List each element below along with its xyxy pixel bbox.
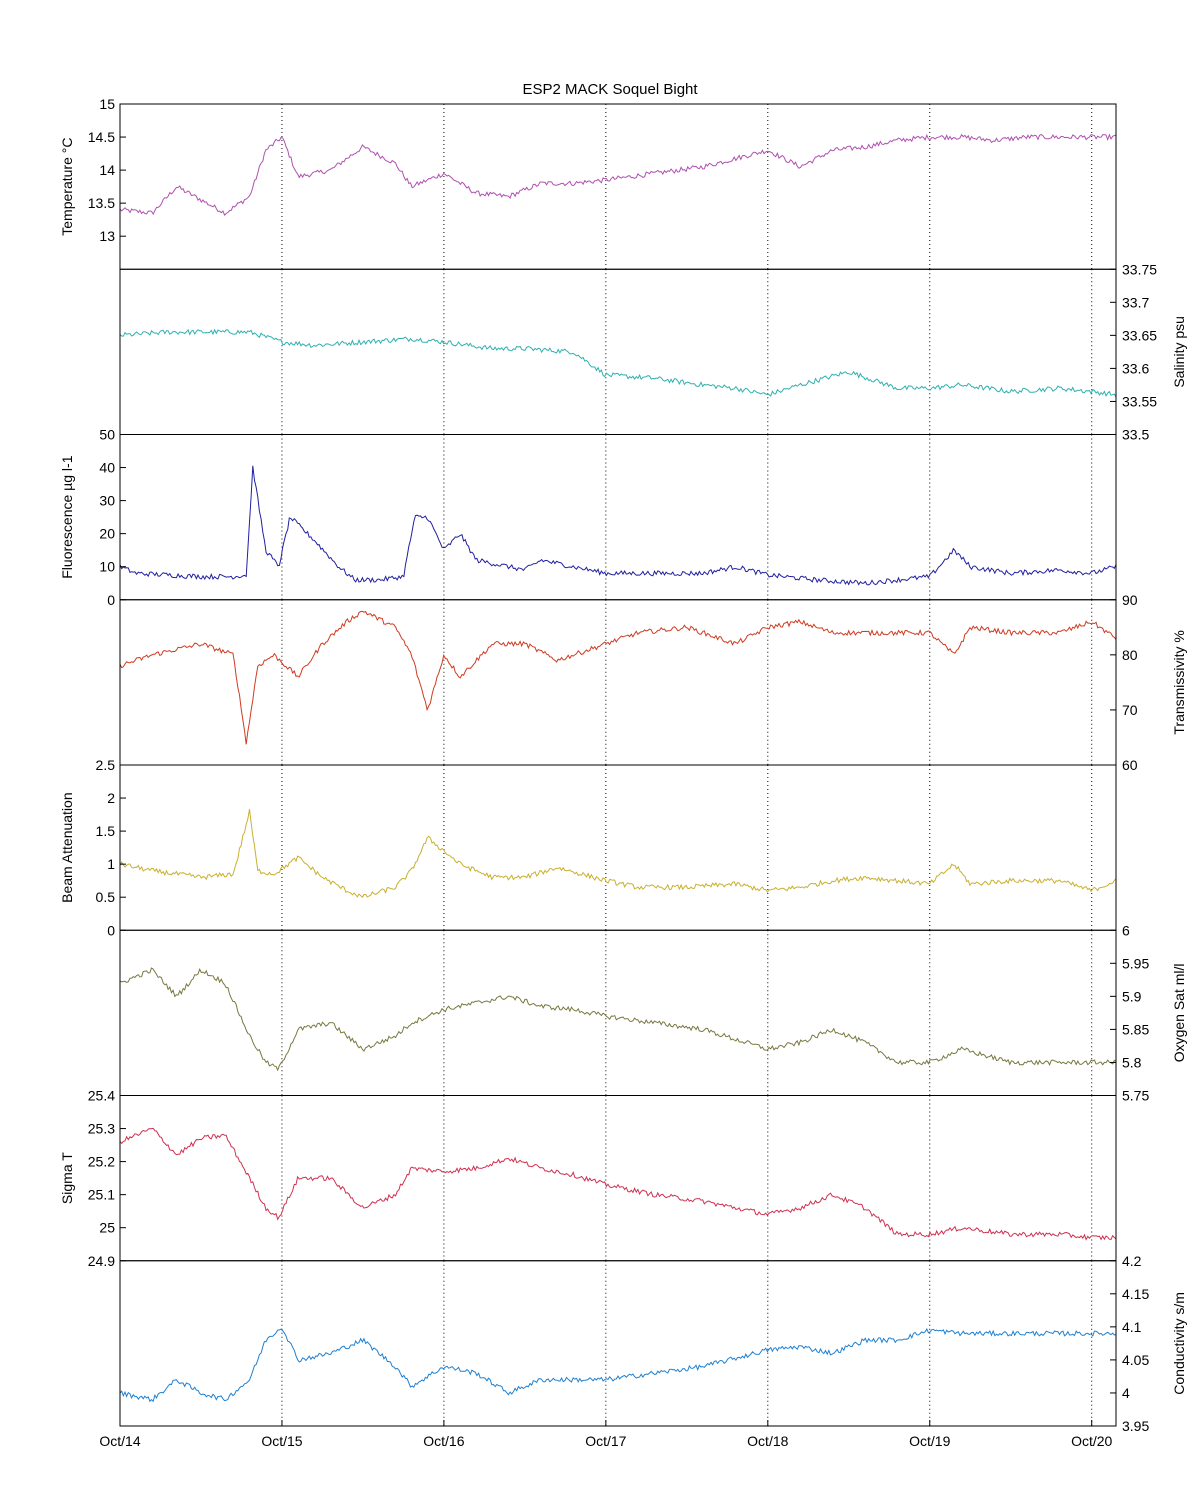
- x-tick-label: Oct/14: [99, 1433, 140, 1449]
- panel-frame: [119, 764, 1117, 931]
- x-tick-label: Oct/17: [585, 1433, 626, 1449]
- y-tick-label: 13.5: [88, 195, 115, 211]
- panel-frame: [119, 268, 1117, 435]
- y-tick-label: 25.1: [88, 1187, 115, 1203]
- series-line-transmissivity: [119, 610, 1117, 745]
- y-axis-label-temperature-c: Temperature °C: [59, 138, 75, 236]
- y-tick-label: 1.5: [96, 823, 116, 839]
- y-tick-label: 33.75: [1122, 261, 1157, 277]
- x-tick-label: Oct/18: [747, 1433, 788, 1449]
- x-tick-label: Oct/15: [261, 1433, 302, 1449]
- chart-title: ESP2 MACK Soquel Bight: [522, 81, 698, 98]
- y-tick-label: 3.95: [1122, 1418, 1149, 1434]
- y-tick-label: 25.4: [88, 1088, 115, 1104]
- series-line-beam-attenuation: [119, 809, 1117, 898]
- panel-frame: [119, 103, 1117, 270]
- panel-temperature-c: 13 13.5 14 14.5 15 Temperature °C: [59, 96, 1117, 270]
- y-tick-label: 6: [1122, 922, 1130, 938]
- y-axis-label-fluorescence-g-l-1: Fluorescence µg l-1: [59, 455, 75, 578]
- y-axis-label-conductivity-s-m: Conductivity s/m: [1171, 1292, 1187, 1395]
- y-tick-label: 5.75: [1122, 1088, 1149, 1104]
- y-axis-label-salinity-psu: Salinity psu: [1171, 316, 1187, 388]
- panel-salinity-psu: 33.5 33.55 33.6 33.65 33.7 33.75 Salinity psu: [119, 261, 1187, 443]
- y-tick-label: 5.85: [1122, 1021, 1149, 1037]
- panel-frame: [119, 929, 1117, 1096]
- y-tick-label: 4.15: [1122, 1286, 1149, 1302]
- y-axis-label-transmissivity: Transmissivity %: [1171, 630, 1187, 735]
- y-tick-label: 5.9: [1122, 988, 1142, 1004]
- series-line-fluorescence-g-l-1: [119, 465, 1117, 586]
- y-tick-label: 4.1: [1122, 1319, 1142, 1335]
- y-tick-label: 30: [99, 493, 115, 509]
- panel-beam-attenuation: 0 0.5 1 1.5 2 2.5 Beam Attenuation: [59, 757, 1117, 938]
- panel-transmissivity: 60 70 80 90 Transmissivity %: [119, 592, 1187, 773]
- y-tick-label: 10: [99, 559, 115, 575]
- y-tick-label: 25: [99, 1220, 115, 1236]
- x-tick-label: Oct/20: [1071, 1433, 1112, 1449]
- y-tick-label: 15: [99, 96, 115, 112]
- series-line-salinity-psu: [119, 328, 1117, 398]
- y-tick-label: 1: [107, 856, 115, 872]
- y-tick-label: 5.95: [1122, 955, 1149, 971]
- x-axis: Oct/14 Oct/15 Oct/16 Oct/17 Oct/18 Oct/19 Oct/…: [99, 1420, 1113, 1449]
- y-tick-label: 4.05: [1122, 1352, 1149, 1368]
- y-tick-label: 14: [99, 162, 115, 178]
- y-tick-label: 2: [107, 790, 115, 806]
- y-axis-label-beam-attenuation: Beam Attenuation: [59, 792, 75, 903]
- panel-sigma-t: 24.9 25 25.1 25.2 25.3 25.4 Sigma T: [59, 1088, 1117, 1269]
- series-line-sigma-t: [119, 1127, 1117, 1241]
- panel-oxygen-sat-ml-l: 5.75 5.8 5.85 5.9 5.95 6 Oxygen Sat ml/l: [119, 922, 1187, 1104]
- y-tick-label: 60: [1122, 757, 1138, 773]
- y-tick-label: 13: [99, 228, 115, 244]
- y-tick-label: 4: [1122, 1385, 1130, 1401]
- y-tick-label: 25.2: [88, 1154, 115, 1170]
- y-tick-label: 5.8: [1122, 1054, 1142, 1070]
- x-tick-label: Oct/19: [909, 1433, 950, 1449]
- series-line-conductivity-s-m: [119, 1327, 1117, 1403]
- series-line-oxygen-sat-ml-l: [119, 967, 1117, 1072]
- x-tick-label: Oct/16: [423, 1433, 464, 1449]
- y-tick-label: 33.7: [1122, 294, 1149, 310]
- panel-fluorescence-g-l-1: 0 10 20 30 40 50 Fluorescence µg l-1: [59, 427, 1117, 608]
- y-tick-label: 24.9: [88, 1253, 115, 1269]
- panel-frame: [119, 1095, 1117, 1262]
- panel-frame: [119, 1260, 1117, 1427]
- y-tick-label: 0: [107, 592, 115, 608]
- panel-conductivity-s-m: 3.95 4 4.05 4.1 4.15 4.2 Conductivity s/m: [119, 1253, 1187, 1434]
- y-tick-label: 33.65: [1122, 327, 1157, 343]
- y-tick-label: 4.2: [1122, 1253, 1142, 1269]
- y-tick-label: 0: [107, 922, 115, 938]
- y-tick-label: 25.3: [88, 1121, 115, 1137]
- y-tick-label: 33.6: [1122, 360, 1149, 376]
- y-tick-label: 40: [99, 460, 115, 476]
- series-line-temperature-c: [119, 133, 1117, 216]
- y-tick-label: 20: [99, 526, 115, 542]
- y-tick-label: 80: [1122, 647, 1138, 663]
- y-axis-label-sigma-t: Sigma T: [59, 1152, 75, 1204]
- y-tick-label: 2.5: [96, 757, 116, 773]
- y-tick-label: 90: [1122, 592, 1138, 608]
- y-axis-label-oxygen-sat-ml-l: Oxygen Sat ml/l: [1171, 963, 1187, 1062]
- y-tick-label: 33.55: [1122, 393, 1157, 409]
- y-tick-label: 0.5: [96, 889, 116, 905]
- y-tick-label: 14.5: [88, 129, 115, 145]
- y-tick-label: 33.5: [1122, 427, 1149, 443]
- y-tick-label: 50: [99, 427, 115, 443]
- y-tick-label: 70: [1122, 702, 1138, 718]
- panel-frame: [119, 599, 1117, 766]
